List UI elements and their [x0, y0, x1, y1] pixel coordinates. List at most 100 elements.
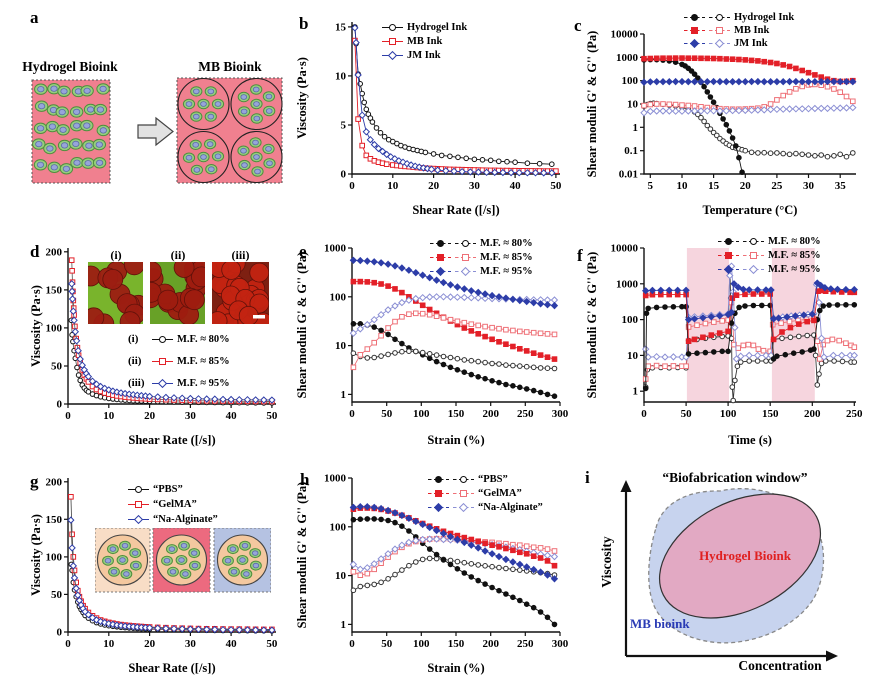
legend-marker-circle-icon — [382, 24, 403, 31]
x-axis-label: Temperature (°C) — [703, 203, 798, 217]
series-pbs-g- — [350, 555, 558, 594]
x-tick-label: 20 — [144, 638, 156, 650]
suspension-media-insets — [95, 528, 271, 593]
legend-marker-square-icon — [684, 27, 705, 34]
cell-icon — [238, 159, 251, 171]
legend-entry: M.F. ≈ 80% — [430, 238, 533, 249]
micrograph-1 — [88, 262, 143, 324]
y-tick-label: 150 — [46, 284, 63, 296]
x-tick-label: 35 — [835, 180, 847, 192]
x-axis-label: Shear Rate ([/s]) — [128, 433, 215, 447]
x-tick-label: 50 — [381, 408, 393, 420]
legend-marker-square-icon — [743, 252, 764, 259]
legend-entry: M.F. ≈ 95% — [718, 264, 821, 275]
x-tick-label: 250 — [517, 638, 534, 650]
fluorescence-micrograph-insets — [88, 262, 269, 324]
y-tick-label: 1 — [633, 122, 639, 134]
x-tick-label: 10 — [677, 180, 689, 192]
legend-label: M.F. ≈ 95% — [177, 377, 230, 389]
axes — [640, 247, 856, 406]
cell-icon — [197, 151, 210, 163]
panel-label-i: i — [585, 468, 590, 487]
series-m-f-95- — [67, 280, 276, 404]
legend-entry: JM Ink — [684, 38, 794, 49]
cell-icon — [108, 566, 120, 577]
panel-label-h: h — [300, 470, 310, 489]
legend-marker-square-icon — [453, 490, 474, 497]
cell-icon — [249, 548, 262, 559]
cell-icon — [96, 124, 111, 137]
x-axis-label: Strain (%) — [427, 661, 484, 675]
x-axis-label: Shear Rate ([/s]) — [128, 661, 215, 675]
series-95-g- — [349, 256, 559, 310]
legend: (i) M.F. ≈ 80% (ii) M.F. ≈ 85% (iii) M.F. ≈ 9… — [128, 333, 230, 389]
legend-marker-circle-icon — [430, 240, 451, 247]
transform-arrow-icon — [137, 116, 174, 147]
cell-icon — [70, 120, 84, 132]
legend-label: M.F. ≈ 80% — [768, 236, 821, 247]
series-95-g- — [641, 279, 859, 324]
y-tick-label: 0 — [57, 399, 63, 411]
micrograph-2 — [150, 262, 205, 324]
x-tick-label: 50 — [266, 638, 278, 650]
cell-icon — [239, 540, 251, 551]
cell-icon — [211, 151, 225, 162]
x-tick-label: 40 — [226, 638, 238, 650]
y-tick-label: 0 — [341, 169, 347, 181]
x-tick-label: 0 — [641, 408, 647, 420]
concentration-axis-label: Concentration — [738, 658, 822, 673]
panel-label-d: d — [30, 242, 40, 261]
cell-icon — [96, 83, 110, 95]
x-tick-label: 15 — [708, 180, 720, 192]
cell-icon — [227, 544, 239, 555]
cell-icon — [33, 159, 48, 171]
cell-icon — [34, 83, 48, 95]
cell-icon — [250, 84, 263, 95]
cell-icon — [119, 540, 131, 551]
x-tick-label: 25 — [771, 180, 783, 192]
cell-icon — [189, 139, 202, 151]
axes — [348, 247, 561, 406]
moduli-vs-strain-media-chart: 0 50 100 150 200 250 300 1 10 100 1000 Strain (%) Sh… — [295, 473, 569, 676]
legend-label: M.F. ≈ 80% — [480, 238, 533, 249]
inset-label-ii: (ii) — [170, 248, 186, 262]
biofabrication-window-title: “Biofabrication window” — [662, 470, 808, 485]
y-axis-label: Viscosity (Pa·s) — [29, 514, 43, 596]
legend-label: MB Ink — [734, 25, 770, 36]
y-tick-label: 200 — [46, 246, 63, 258]
legend-label: M.F. ≈ 85% — [177, 355, 230, 367]
cell-icon — [182, 152, 196, 163]
legend-marker-diamond-icon — [152, 378, 173, 388]
x-tick-label: 150 — [448, 408, 465, 420]
x-tick-label: 10 — [387, 180, 399, 192]
cell-icon — [251, 166, 264, 177]
y-tick-label: 100 — [46, 551, 63, 563]
cell-icon — [238, 106, 251, 117]
x-tick-label: 0 — [65, 410, 71, 422]
series-jm-ink — [351, 24, 556, 177]
x-tick-label: 200 — [482, 408, 499, 420]
legend-marker-diamond-icon — [428, 502, 449, 513]
cell-icon — [57, 139, 72, 152]
viscosity-axis-label: Viscosity — [599, 536, 614, 588]
cell-icon — [32, 138, 46, 150]
cell-icon — [59, 163, 74, 175]
legend-label: “PBS” — [153, 484, 183, 495]
legend-entry: “GelMA” — [428, 488, 543, 499]
legend: “PBS” “GelMA” “Na-Alginate” — [428, 474, 543, 513]
legend-label: JM Ink — [407, 50, 441, 61]
panel-h-chart: 0 50 100 150 200 250 300 1 10 100 1000 Strain (%) Sh… — [294, 466, 570, 679]
cell-icon — [166, 544, 178, 555]
y-tick-label: 10 — [335, 340, 347, 352]
x-tick-label: 50 — [266, 410, 278, 422]
legend-marker-circle-icon — [743, 238, 764, 245]
x-axis-label: Strain (%) — [427, 433, 484, 447]
cell-icon — [57, 85, 71, 98]
y-tick-label: 1 — [633, 386, 639, 398]
x-tick-label: 0 — [65, 638, 71, 650]
legend-entry: M.F. ≈ 85% — [430, 252, 533, 263]
y-tick-label: 1000 — [324, 473, 347, 485]
microgel-outline — [177, 130, 230, 184]
microgel-outline — [230, 130, 283, 184]
legend: M.F. ≈ 80% M.F. ≈ 85% M.F. ≈ 95% — [718, 236, 821, 275]
